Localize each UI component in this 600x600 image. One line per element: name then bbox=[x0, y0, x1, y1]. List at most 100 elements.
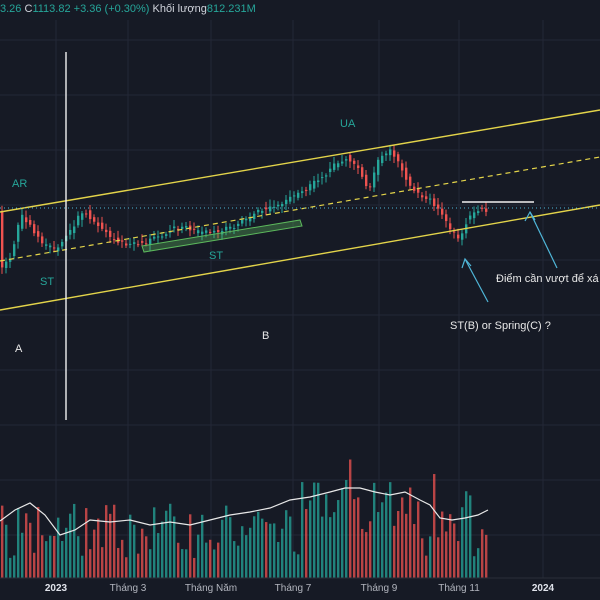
candle-body bbox=[349, 155, 352, 162]
volume-bar bbox=[181, 549, 184, 578]
candle-body bbox=[369, 186, 372, 188]
candle-body bbox=[381, 155, 384, 164]
candle-body bbox=[441, 208, 444, 215]
volume-bar bbox=[241, 526, 244, 578]
volume-bar bbox=[17, 507, 20, 578]
volume-bar bbox=[245, 535, 248, 578]
volume-bar bbox=[133, 524, 136, 578]
channel-mid-line bbox=[0, 156, 600, 262]
volume-bar bbox=[273, 523, 276, 578]
volume-bar bbox=[173, 516, 176, 578]
volume-bar bbox=[21, 532, 24, 578]
candle-body bbox=[453, 231, 456, 233]
candle-body bbox=[133, 242, 136, 244]
volume-bar bbox=[297, 554, 300, 578]
candle-body bbox=[301, 191, 304, 194]
volume-bar bbox=[101, 547, 104, 578]
candle-body bbox=[429, 198, 432, 200]
candle-body bbox=[101, 222, 104, 229]
volume-bar bbox=[249, 527, 252, 578]
volume-bar bbox=[193, 557, 196, 578]
candle-body bbox=[261, 211, 264, 213]
volume-bar bbox=[453, 523, 456, 578]
volume-bar bbox=[201, 514, 204, 578]
candle-body bbox=[125, 243, 128, 246]
candle-body bbox=[413, 186, 416, 191]
volume-bar bbox=[137, 553, 140, 578]
volume-bar bbox=[437, 537, 440, 578]
candle-body bbox=[285, 199, 288, 205]
candle-body bbox=[205, 230, 208, 233]
candle-body bbox=[293, 195, 296, 197]
volume-bar bbox=[1, 505, 4, 578]
volume-bar bbox=[449, 514, 452, 578]
candle-body bbox=[237, 223, 240, 227]
volume-bar bbox=[269, 523, 272, 578]
candle-body bbox=[149, 238, 152, 245]
legend-volume-label: Khối lượng bbox=[152, 3, 207, 15]
arrow-breakout bbox=[529, 211, 558, 269]
volume-bar bbox=[149, 549, 152, 578]
volume-bar bbox=[305, 509, 308, 578]
candle-body bbox=[25, 217, 28, 223]
volume-bar bbox=[341, 488, 344, 578]
volume-bar bbox=[265, 522, 268, 578]
volume-bar bbox=[357, 497, 360, 578]
volume-bar bbox=[221, 519, 224, 578]
volume-bar bbox=[441, 511, 444, 578]
st-range-box bbox=[141, 219, 303, 253]
candle-body bbox=[477, 211, 480, 213]
candle-body bbox=[121, 240, 124, 242]
candle-body bbox=[393, 150, 396, 157]
candle-body bbox=[165, 234, 168, 236]
candle-body bbox=[209, 231, 212, 233]
volume-bar bbox=[369, 521, 372, 578]
volume-bar bbox=[157, 533, 160, 578]
volume-bar bbox=[465, 491, 468, 578]
candle-body bbox=[265, 207, 268, 210]
volume-bar bbox=[125, 557, 128, 578]
volume-bar bbox=[89, 549, 92, 578]
volume-bar bbox=[469, 495, 472, 578]
volume-bar bbox=[5, 524, 8, 578]
volume-bar bbox=[113, 504, 116, 578]
candle-body bbox=[197, 230, 200, 234]
candle-body bbox=[297, 192, 300, 198]
x-tick-thang-11: Tháng 11 bbox=[438, 583, 480, 594]
volume-bar bbox=[401, 497, 404, 578]
candle-body bbox=[437, 204, 440, 209]
volume-bar bbox=[289, 516, 292, 578]
candle-body bbox=[153, 236, 156, 239]
volume-bar bbox=[41, 535, 44, 578]
candle-body bbox=[141, 241, 144, 243]
candle-body bbox=[461, 233, 464, 240]
volume-bar bbox=[9, 557, 12, 578]
candle-body bbox=[485, 208, 488, 212]
candle-body bbox=[417, 188, 420, 193]
volume-bar bbox=[333, 512, 336, 578]
volume-bar bbox=[189, 514, 192, 578]
volume-bar bbox=[197, 534, 200, 578]
legend-change: +3.36 (+0.30%) bbox=[73, 3, 150, 15]
candle-body bbox=[37, 231, 40, 237]
candle-body bbox=[305, 189, 308, 191]
volume-bar bbox=[61, 541, 64, 578]
volume-bar bbox=[309, 500, 312, 578]
volume-bar bbox=[185, 549, 188, 578]
arrow-test-head bbox=[461, 257, 472, 269]
candle-body bbox=[321, 177, 324, 179]
x-tick-2024: 2024 bbox=[531, 583, 555, 594]
volume-bar bbox=[349, 459, 352, 578]
candle-body bbox=[445, 214, 448, 222]
ohlc-legend: 3.26 C1113.82 +3.36 (+0.30%) Khối lượng8… bbox=[0, 3, 256, 15]
candle-body bbox=[389, 149, 392, 156]
candle-body bbox=[33, 224, 36, 234]
candle-body bbox=[69, 229, 72, 235]
candle-body bbox=[333, 163, 336, 170]
candle-body bbox=[233, 228, 236, 230]
volume-bar bbox=[109, 513, 112, 578]
volume-bar bbox=[313, 482, 316, 578]
annotation-test-note: ST(B) or Spring(C) ? bbox=[450, 320, 551, 332]
